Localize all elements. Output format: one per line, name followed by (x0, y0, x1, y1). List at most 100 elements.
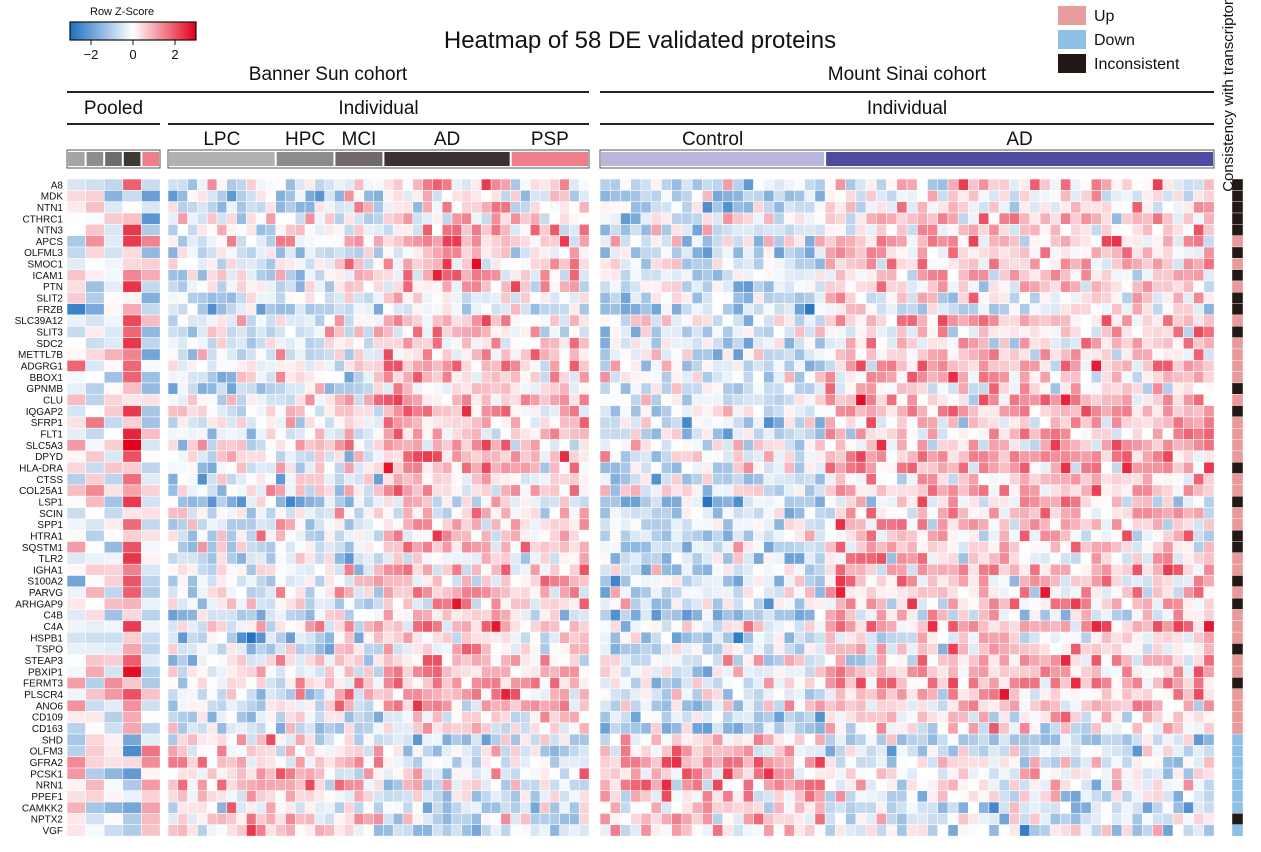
heatmap-cell (265, 405, 277, 418)
heatmap-cell (1101, 439, 1113, 452)
heatmap-cell (141, 473, 161, 486)
heatmap-cell (855, 405, 867, 418)
heatmap-cell (275, 688, 286, 701)
heatmap-cell (804, 507, 816, 520)
heatmap-cell (324, 654, 335, 667)
heatmap-cell (402, 393, 414, 407)
heatmap-cell (529, 484, 541, 497)
heatmap-cell (285, 541, 296, 554)
heatmap-cell (471, 507, 482, 520)
heatmap-cell (732, 461, 744, 474)
heatmap-cell (753, 586, 765, 599)
heatmap-cell (122, 314, 142, 327)
heatmap-cell (1009, 484, 1021, 497)
heatmap-cell (835, 416, 847, 429)
heatmap-cell (599, 563, 611, 576)
heatmap-cell (650, 303, 662, 316)
heatmap-cell (314, 280, 326, 293)
heatmap-cell (620, 416, 632, 429)
heatmap-cell (1029, 654, 1041, 667)
heatmap-cell (835, 620, 847, 633)
heatmap-cell (122, 280, 142, 293)
heatmap-cell (569, 643, 580, 656)
heatmap-cell (681, 495, 693, 508)
heatmap-cell (1183, 314, 1194, 327)
heatmap-cell (773, 337, 785, 350)
heatmap-cell (549, 246, 561, 259)
heatmap-cell (246, 620, 257, 633)
heatmap-cell (753, 416, 765, 429)
heatmap-cell (285, 257, 296, 271)
heatmap-cell (187, 552, 198, 565)
heatmap-cell (432, 518, 443, 531)
heatmap-cell (794, 314, 806, 327)
heatmap-cell (630, 348, 642, 361)
heatmap-cell (122, 541, 142, 554)
heatmap-cell (471, 190, 482, 203)
heatmap-cell (1080, 212, 1092, 225)
heatmap-cell (529, 597, 541, 610)
heatmap-cell (569, 597, 580, 610)
heatmap-cell (216, 416, 228, 429)
heatmap-cell (1060, 224, 1072, 237)
heatmap-cell (441, 280, 453, 293)
heatmap-cell (412, 224, 424, 237)
heatmap-cell (1049, 257, 1061, 271)
heatmap-cell (865, 269, 877, 282)
heatmap-cell (661, 654, 673, 667)
heatmap-cell (978, 461, 990, 474)
heatmap-cell (681, 393, 693, 407)
heatmap-cell (246, 484, 257, 497)
heatmap-cell (206, 473, 218, 486)
heatmap-cell (916, 325, 928, 339)
heatmap-cell (324, 416, 335, 429)
heatmap-cell (1029, 314, 1041, 327)
heatmap-cell (702, 291, 714, 305)
heatmap-cell (742, 484, 754, 497)
heatmap-cell (661, 427, 673, 440)
heatmap-cell (609, 518, 621, 531)
color-key-gradient-step (143, 22, 146, 40)
heatmap-cell (373, 190, 384, 203)
heatmap-cell (763, 382, 775, 395)
heatmap-cell (671, 665, 683, 678)
heatmap-cell (691, 257, 703, 271)
heatmap-cell (236, 405, 247, 418)
heatmap-cell (412, 609, 424, 622)
heatmap-cell (167, 552, 179, 565)
heatmap-cell (783, 257, 795, 271)
heatmap-cell (916, 416, 928, 429)
heatmap-cell (441, 665, 453, 678)
heatmap-cell (620, 450, 632, 463)
heatmap-cell (383, 212, 394, 225)
heatmap-cell (916, 224, 928, 237)
heatmap-cell (197, 291, 208, 305)
heatmap-cell (1183, 575, 1194, 588)
heatmap-cell (373, 303, 384, 316)
heatmap-cell (640, 257, 652, 271)
heatmap-cell (141, 212, 161, 225)
heatmap-cell (1162, 325, 1174, 339)
heatmap-cell (968, 665, 980, 678)
heatmap-cell (490, 246, 502, 259)
heatmap-cell (691, 631, 703, 644)
heatmap-cell (236, 654, 247, 667)
heatmap-cell (661, 597, 673, 610)
heatmap-cell (422, 609, 433, 622)
heatmap-cell (1009, 518, 1021, 531)
heatmap-cell (835, 609, 847, 622)
heatmap-cell (998, 665, 1010, 678)
heatmap-cell (794, 575, 806, 588)
heatmap-cell (314, 575, 326, 588)
heatmap-cell (275, 597, 286, 610)
heatmap-cell (1039, 201, 1051, 214)
heatmap-cell (363, 190, 375, 203)
heatmap-cell (753, 235, 765, 248)
heatmap-cell (422, 688, 433, 701)
heatmap-cell (1029, 291, 1041, 305)
heatmap-cell (285, 348, 296, 361)
heatmap-cell (1039, 427, 1051, 440)
heatmap-cell (255, 291, 267, 305)
heatmap-cell (763, 473, 775, 486)
heatmap-cell (197, 575, 208, 588)
